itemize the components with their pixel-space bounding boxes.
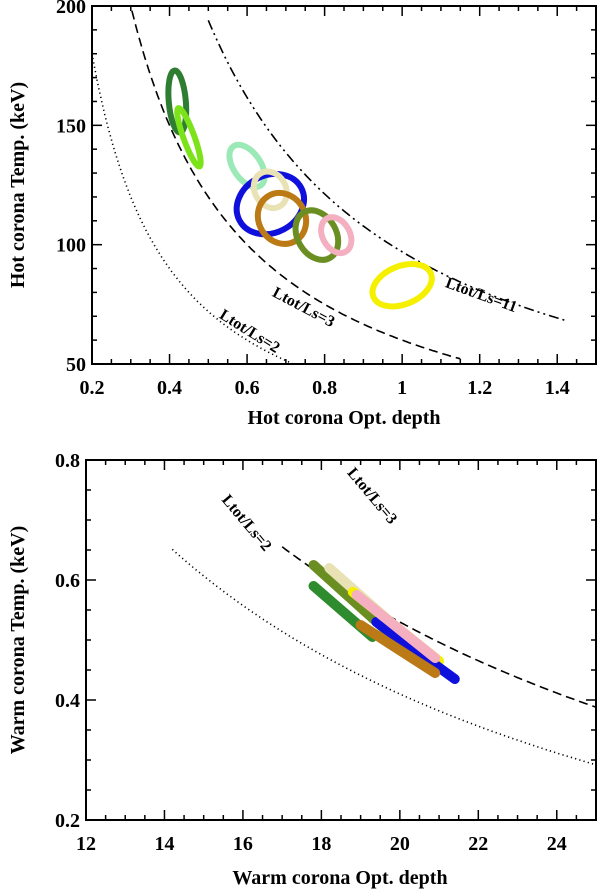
contour-beige — [250, 168, 290, 212]
y-tick-label: 0.2 — [55, 810, 80, 832]
x-tick-label: 1 — [397, 377, 407, 399]
y-tick-label: 150 — [56, 115, 86, 137]
contour-aquamarine — [226, 141, 268, 190]
warm-corona-plot-frame — [85, 459, 597, 821]
x-tick-label: 0.6 — [235, 377, 260, 399]
y-tick-label: 50 — [66, 354, 86, 376]
x-tick-label: 16 — [233, 833, 253, 855]
curve-ltot-ls-3 — [131, 10, 461, 360]
y-tick-label: 0.8 — [55, 450, 80, 472]
hot-corona-contours — [165, 67, 435, 310]
x-tick-label: 24 — [547, 833, 567, 855]
y-tick-label: 0.4 — [55, 690, 80, 712]
y-tick-label: 100 — [56, 235, 86, 257]
y-tick-label: 0.6 — [55, 570, 80, 592]
contour-light-green — [174, 105, 204, 170]
hot-corona-axes — [91, 5, 597, 365]
contour-pink — [318, 214, 355, 256]
curve-label: Ltot/Ls=3 — [344, 465, 401, 528]
x-tick-label: 1.2 — [467, 377, 492, 399]
contour-yellow — [369, 261, 435, 310]
warm-corona-tick-labels: 12 14 16 18 20 22 24 0.2 0.4 0.6 0.8 — [55, 450, 567, 855]
warm-corona-y-axis-title: Warm corona Temp. (keV) — [7, 526, 29, 755]
curve-label: Ltot/Ls=11 — [443, 275, 519, 317]
curve-ltot-ls-2 — [171, 548, 597, 766]
band-blue — [371, 617, 460, 684]
x-tick-label: 22 — [468, 833, 488, 855]
x-tick-label: 0.2 — [80, 377, 105, 399]
x-tick-label: 0.4 — [157, 377, 182, 399]
hot-corona-y-axis-title: Hot corona Temp. (keV) — [7, 82, 29, 288]
curve-label: Ltot/Ls=2 — [218, 492, 275, 555]
x-tick-label: 14 — [154, 833, 174, 855]
warm-corona-bands — [308, 560, 460, 684]
x-tick-label: 12 — [76, 833, 96, 855]
warm-corona-x-axis-title: Warm corona Opt. depth — [232, 867, 447, 889]
hot-corona-tick-labels: 0.2 0.4 0.6 0.8 1 1.2 1.4 50 100 150 200 — [56, 0, 570, 399]
warm-corona-axes — [85, 459, 597, 821]
hot-corona-x-axis-title: Hot corona Opt. depth — [248, 407, 441, 429]
contour-olive — [292, 207, 342, 263]
band-pink — [351, 590, 441, 663]
band-dark-goldenrod — [355, 620, 441, 678]
curve-ltot-ls-11 — [207, 19, 566, 322]
y-tick-label: 200 — [56, 0, 86, 18]
warm-corona-panel: Ltot/Ls=2 Ltot/Ls=3 12 14 16 18 20 22 24 0.2 0.4 0… — [7, 450, 597, 889]
x-tick-label: 1.4 — [545, 377, 570, 399]
hot-corona-plot-frame — [91, 5, 597, 365]
curve-label: Ltot/Ls=2 — [216, 306, 283, 356]
curve-ltot-ls-2 — [91, 53, 293, 365]
x-tick-label: 18 — [311, 833, 331, 855]
x-tick-label: 0.8 — [312, 377, 337, 399]
x-tick-label: 20 — [390, 833, 410, 855]
